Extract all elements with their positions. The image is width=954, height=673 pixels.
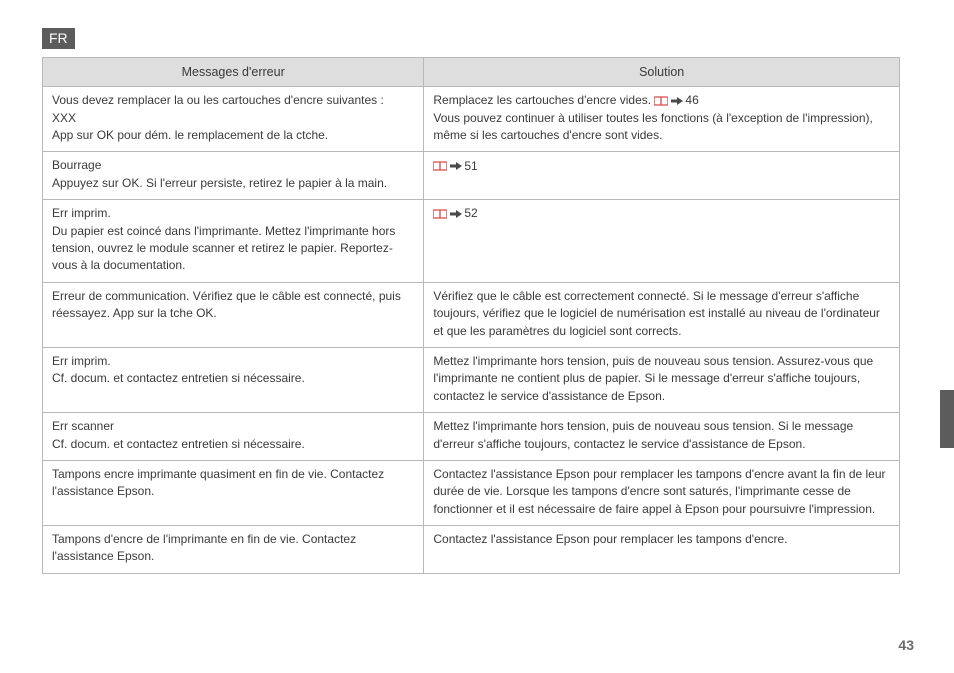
cell-solution: Remplacez les cartouches d'encre vides. … [424, 87, 900, 152]
text-line: Vérifiez que le câble est correctement c… [433, 288, 890, 340]
document-page: FR Messages d'erreur Solution Vous devez… [0, 0, 954, 673]
arrow-right-icon [671, 96, 683, 106]
language-badge: FR [42, 28, 75, 49]
cell-message: BourrageAppuyez sur OK. Si l'erreur pers… [43, 152, 424, 200]
book-icon [433, 161, 447, 171]
table-header-row: Messages d'erreur Solution [43, 58, 900, 87]
cell-message: Err imprim.Cf. docum. et contactez entre… [43, 347, 424, 412]
cell-solution: Contactez l'assistance Epson pour rempla… [424, 526, 900, 574]
table-row: Err scannerCf. docum. et contactez entre… [43, 413, 900, 461]
page-number: 43 [898, 637, 914, 653]
text-line: Vous pouvez continuer à utiliser toutes … [433, 110, 890, 145]
table-row: Tampons encre imprimante quasiment en fi… [43, 460, 900, 525]
arrow-right-icon [450, 161, 462, 171]
text-line: Tampons encre imprimante quasiment en fi… [52, 466, 414, 501]
page-reference: 51 [433, 158, 477, 172]
cell-solution: 51 [424, 152, 900, 200]
reference-number: 52 [464, 205, 477, 222]
text-line: Cf. docum. et contactez entretien si néc… [52, 436, 414, 453]
cell-solution: Mettez l'imprimante hors tension, puis d… [424, 347, 900, 412]
text-line: Cf. docum. et contactez entretien si néc… [52, 370, 414, 387]
text-line: App sur OK pour dém. le remplacement de … [52, 127, 414, 144]
cell-message: Vous devez remplacer la ou les cartouche… [43, 87, 424, 152]
cell-message: Err imprim.Du papier est coincé dans l'i… [43, 200, 424, 283]
reference-number: 46 [685, 92, 698, 109]
error-table: Messages d'erreur Solution Vous devez re… [42, 57, 900, 574]
text-line: Contactez l'assistance Epson pour rempla… [433, 466, 890, 518]
text-line: Erreur de communication. Vérifiez que le… [52, 288, 414, 323]
cell-message: Tampons encre imprimante quasiment en fi… [43, 460, 424, 525]
text-line: Mettez l'imprimante hors tension, puis d… [433, 418, 890, 453]
cell-solution: Vérifiez que le câble est correctement c… [424, 282, 900, 347]
table-body: Vous devez remplacer la ou les cartouche… [43, 87, 900, 574]
table-row: Erreur de communication. Vérifiez que le… [43, 282, 900, 347]
text-line: Remplacez les cartouches d'encre vides. … [433, 92, 890, 110]
cell-solution: Mettez l'imprimante hors tension, puis d… [424, 413, 900, 461]
cell-message: Err scannerCf. docum. et contactez entre… [43, 413, 424, 461]
table-row: Tampons d'encre de l'imprimante en fin d… [43, 526, 900, 574]
book-icon [433, 209, 447, 219]
text-line: Contactez l'assistance Epson pour rempla… [433, 531, 890, 548]
page-reference: 52 [433, 206, 477, 220]
header-solution: Solution [424, 58, 900, 87]
reference-number: 51 [464, 158, 477, 175]
cell-message: Tampons d'encre de l'imprimante en fin d… [43, 526, 424, 574]
text-line: Du papier est coincé dans l'imprimante. … [52, 223, 414, 275]
text-line: Vous devez remplacer la ou les cartouche… [52, 92, 414, 109]
text-line: Err imprim. [52, 205, 414, 222]
text-line: Err imprim. [52, 353, 414, 370]
text-line: XXX [52, 110, 414, 127]
page-reference: 46 [654, 93, 698, 107]
cell-message: Erreur de communication. Vérifiez que le… [43, 282, 424, 347]
cell-solution: 52 [424, 200, 900, 283]
text-line: Tampons d'encre de l'imprimante en fin d… [52, 531, 414, 566]
cell-solution: Contactez l'assistance Epson pour rempla… [424, 460, 900, 525]
table-row: Err imprim.Cf. docum. et contactez entre… [43, 347, 900, 412]
table-row: BourrageAppuyez sur OK. Si l'erreur pers… [43, 152, 900, 200]
side-tab [940, 390, 954, 448]
text-line: Mettez l'imprimante hors tension, puis d… [433, 353, 890, 405]
book-icon [654, 96, 668, 106]
text-line: Err scanner [52, 418, 414, 435]
table-row: Vous devez remplacer la ou les cartouche… [43, 87, 900, 152]
text-line: Appuyez sur OK. Si l'erreur persiste, re… [52, 175, 414, 192]
header-messages: Messages d'erreur [43, 58, 424, 87]
arrow-right-icon [450, 209, 462, 219]
table-row: Err imprim.Du papier est coincé dans l'i… [43, 200, 900, 283]
text-line: Bourrage [52, 157, 414, 174]
